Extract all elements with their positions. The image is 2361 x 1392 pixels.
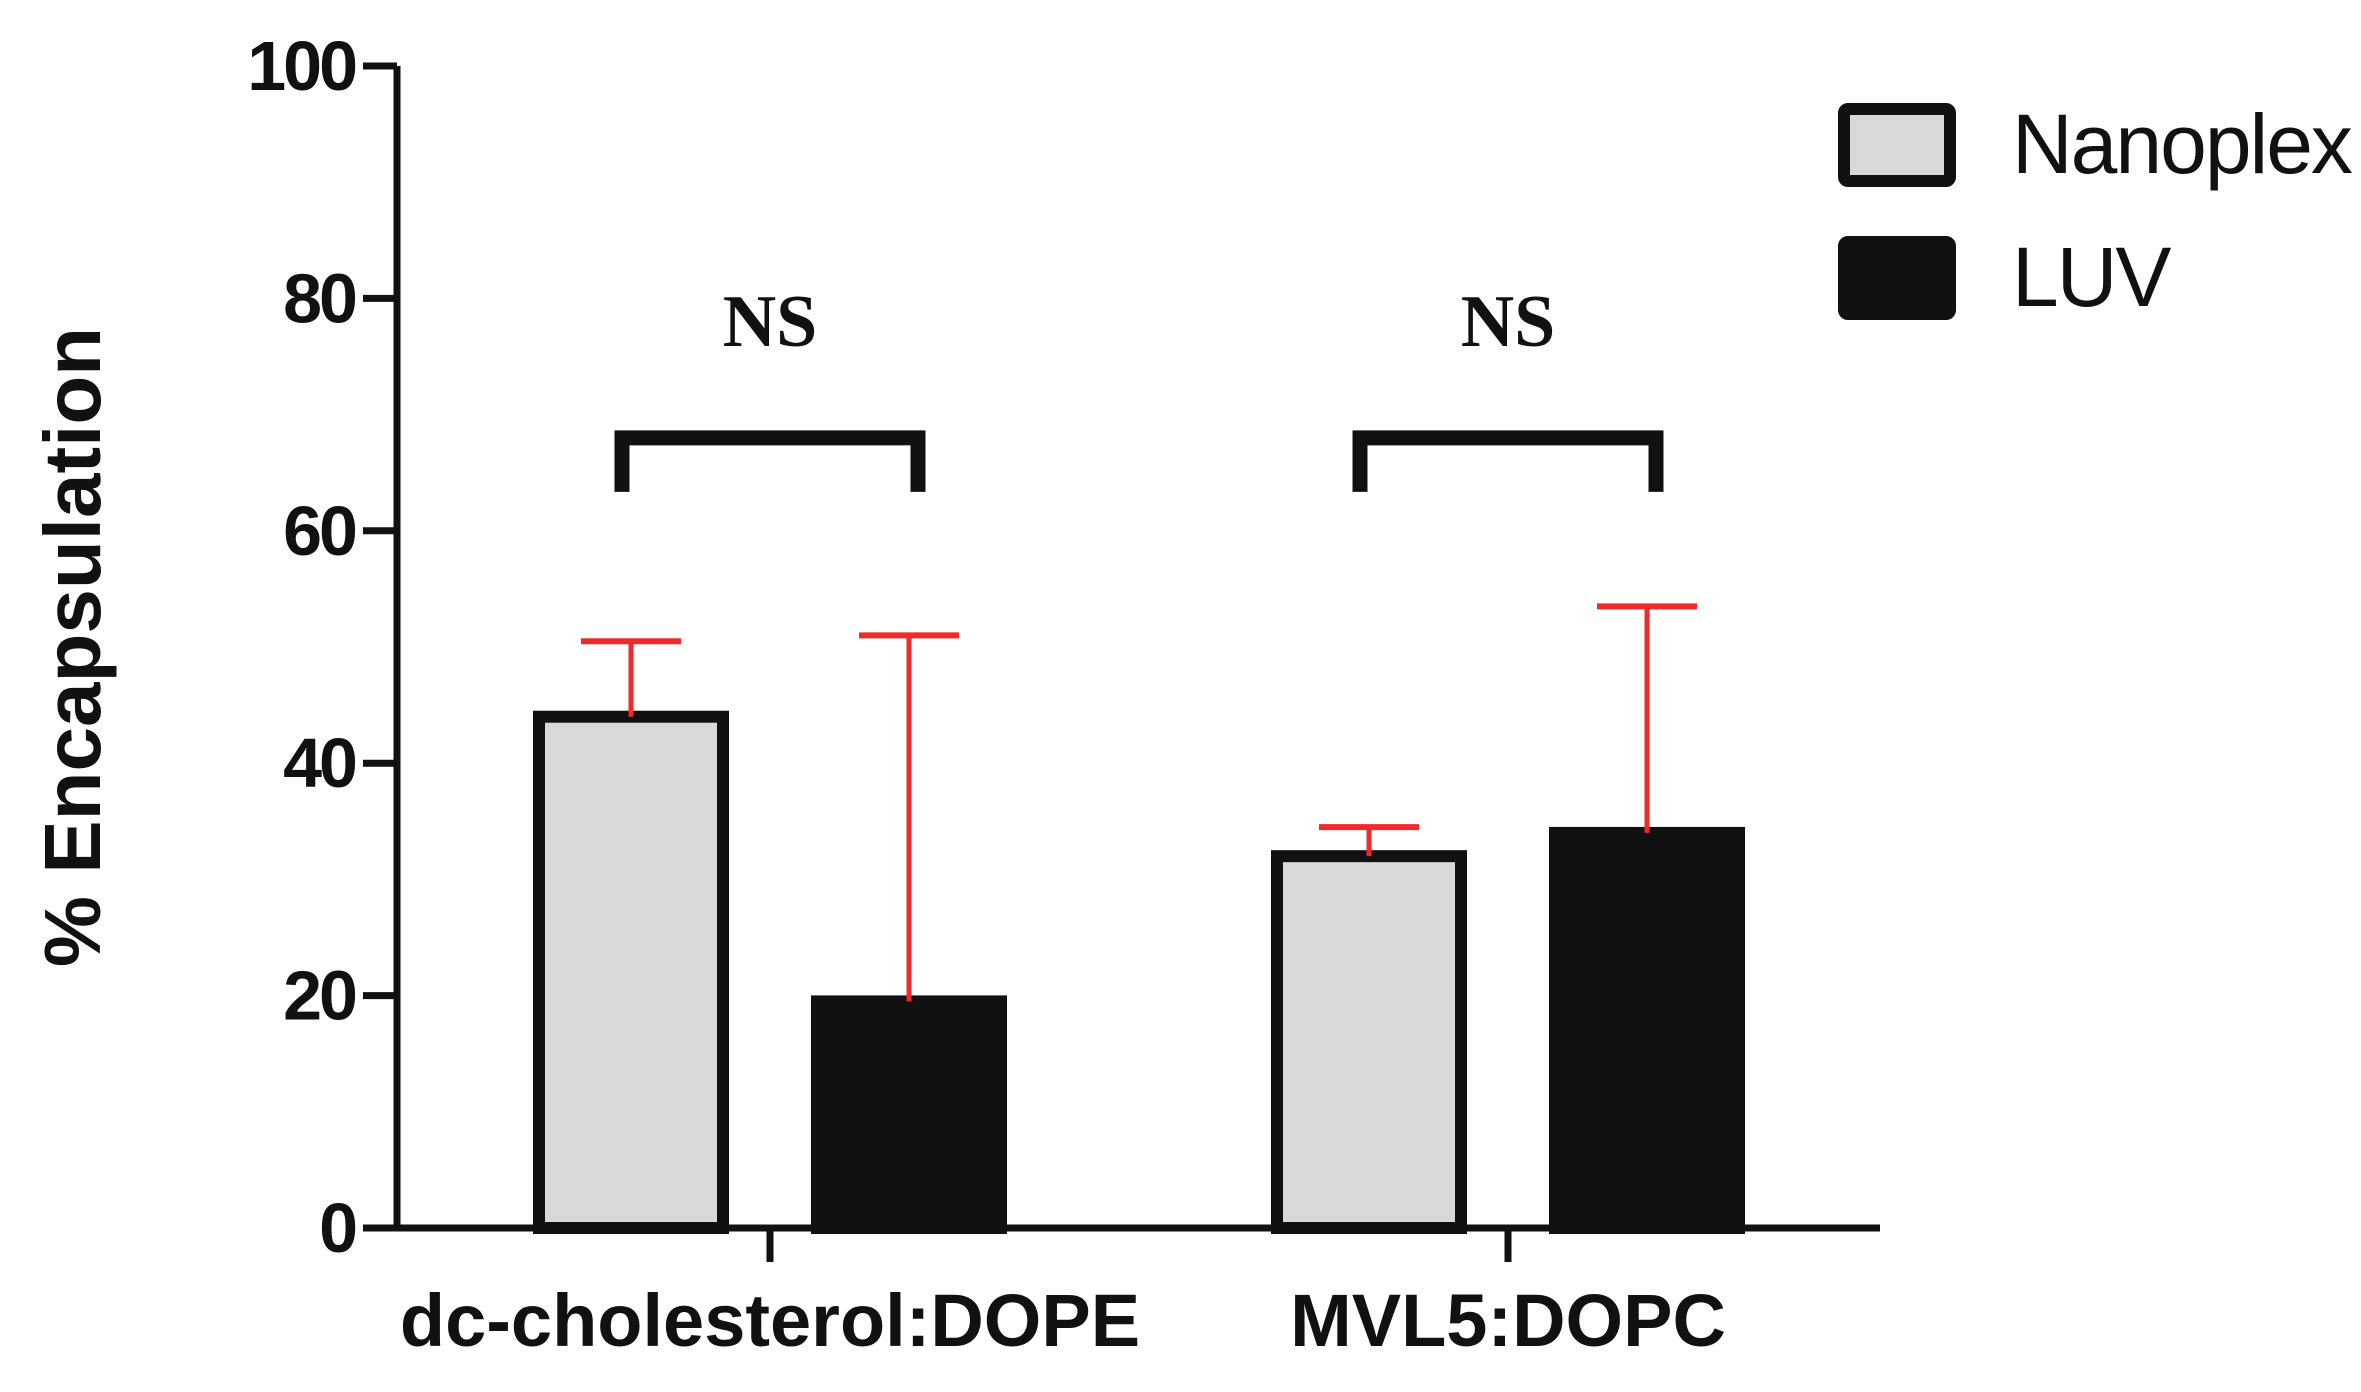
y-tick-label-60: 60 <box>283 492 356 570</box>
significance-bracket-mvl5-dopc <box>1352 430 1664 492</box>
legend-swatch-nanoplex <box>1838 103 1956 187</box>
bar-luv-dc-cholesterol-dope <box>811 995 1007 1234</box>
y-tick-label-80: 80 <box>283 259 356 337</box>
y-tick-label-100: 100 <box>247 27 356 105</box>
y-tick-label-40: 40 <box>283 724 356 802</box>
significance-label-dc-cholesterol-dope: NS <box>723 281 818 363</box>
bar-nanoplex-mvl5-dopc <box>1271 850 1467 1234</box>
bar-luv-mvl5-dopc <box>1549 826 1745 1234</box>
legend: Nanoplex LUV <box>1838 97 2355 324</box>
axes: 0 20 40 60 80 100 dc-cholesterol:DOPE MVL5:DOPC… <box>28 27 1880 1362</box>
plot-area: NS NS <box>533 281 1745 1234</box>
significance-label-mvl5-dopc: NS <box>1461 281 1556 363</box>
x-tick-label-dc-cholesterol-dope: dc-cholesterol:DOPE <box>400 1279 1140 1362</box>
y-tick-label-20: 20 <box>283 957 356 1035</box>
x-tick-label-mvl5-dopc: MVL5:DOPC <box>1290 1279 1726 1362</box>
significance-bracket-dc-cholesterol-dope <box>614 430 926 492</box>
y-axis-title: % Encapsulation <box>28 327 117 967</box>
bar-nanoplex-dc-cholesterol-dope <box>533 710 729 1234</box>
y-tick-label-0: 0 <box>319 1189 356 1267</box>
legend-swatch-luv <box>1838 236 1956 320</box>
legend-label-nanoplex: Nanoplex <box>2012 97 2353 191</box>
legend-label-luv: LUV <box>2012 230 2171 324</box>
